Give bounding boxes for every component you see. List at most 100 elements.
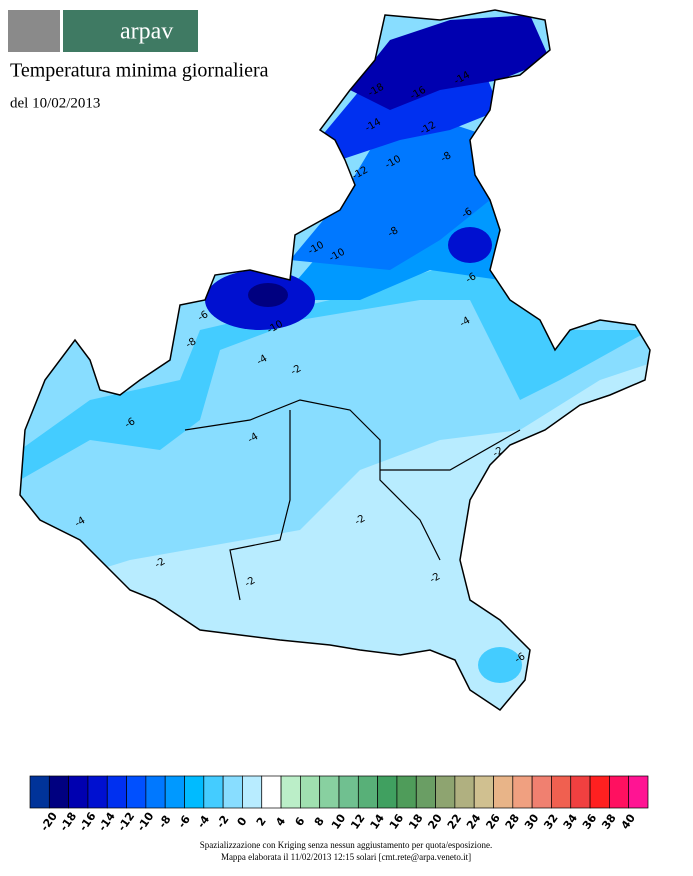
legend-tick-label: -14 [96, 810, 118, 834]
zone [478, 647, 522, 683]
legend-swatch [396, 775, 417, 809]
legend-swatch [164, 775, 185, 809]
contour-label: -6 [460, 206, 474, 221]
legend-swatch [319, 775, 340, 809]
legend-swatch [48, 775, 69, 809]
legend-tick-label: 34 [561, 811, 581, 831]
contour-label: -8 [439, 150, 453, 165]
zone [290, 120, 500, 270]
legend-tick-label: 38 [599, 812, 618, 832]
legend-tick-label: 4 [273, 815, 288, 829]
legend-swatch [357, 775, 378, 809]
contour-label: -2 [153, 556, 167, 571]
legend-tick-label: 20 [425, 811, 445, 831]
contour-label: -2 [289, 363, 303, 378]
logo-box [63, 10, 198, 52]
zone [448, 227, 492, 263]
legend-tick-label: 10 [329, 811, 349, 831]
logo-text: arpav [120, 19, 173, 45]
contour-label: -8 [386, 225, 400, 240]
legend-swatch [29, 775, 50, 809]
map-fill [20, 10, 650, 710]
legend-swatch [435, 775, 456, 809]
subtitle: del 10/02/2013 [10, 95, 100, 111]
legend-tick-label: 2 [254, 815, 269, 829]
title: Temperatura minima giornaliera [10, 60, 269, 82]
legend-swatch [68, 775, 89, 809]
legend-tick-label: 28 [503, 812, 522, 832]
legend-swatch [338, 775, 359, 809]
contour-label: -2 [491, 445, 505, 460]
footer-line: Spazializzazione con Kriging senza nessu… [200, 840, 492, 850]
contour-label: -2 [353, 513, 367, 528]
legend-swatch [300, 775, 321, 809]
legend-swatch [512, 775, 533, 809]
legend-swatch [377, 775, 398, 809]
legend-swatch [203, 775, 224, 809]
legend-swatch [106, 775, 127, 809]
legend-tick-label: 30 [522, 811, 542, 831]
legend-tick-label: -20 [38, 810, 60, 834]
contour-label: -2 [243, 575, 257, 590]
legend-tick-label: -18 [57, 810, 79, 834]
legend-swatch [589, 775, 610, 809]
legend-tick-label: -2 [214, 813, 232, 830]
legend-swatch [242, 775, 263, 809]
legend-tick-label: 16 [387, 811, 407, 831]
legend-tick-label: 40 [619, 811, 639, 831]
legend-tick-label: 6 [292, 815, 307, 829]
legend-tick-label: -6 [175, 813, 193, 831]
legend-tick-label: -4 [195, 813, 213, 831]
legend-swatch [551, 775, 572, 809]
zone [350, 15, 550, 110]
legend-tick-label: 0 [235, 815, 250, 829]
legend-swatch [454, 775, 475, 809]
legend-tick-label: 8 [312, 815, 327, 829]
legend-swatch [570, 775, 591, 809]
contour-label: -6 [196, 309, 210, 324]
legend-swatch [473, 775, 494, 809]
contour-label: -4 [458, 315, 472, 330]
legend-swatch [609, 775, 630, 809]
contour-label: -4 [246, 431, 260, 446]
province-border [380, 429, 521, 471]
legend-swatch [531, 775, 552, 809]
legend-tick-label: 18 [406, 812, 425, 832]
legend-swatch [126, 775, 147, 809]
contour-label: -4 [255, 353, 269, 368]
contour-label: -6 [464, 271, 478, 286]
legend-swatch [280, 775, 301, 809]
legend-tick-label: 22 [445, 812, 464, 832]
contour-label: -6 [513, 651, 527, 666]
legend-swatch [493, 775, 514, 809]
zone [20, 250, 650, 480]
footer-line: Mappa elaborata il 11/02/2013 12:15 sola… [221, 852, 471, 862]
zone [248, 283, 288, 307]
legend-tick-label: -16 [77, 810, 99, 834]
contour-label: -2 [428, 571, 442, 586]
legend-swatch [184, 775, 205, 809]
legend-tick-label: -8 [156, 813, 174, 830]
contour-label: -6 [123, 416, 137, 431]
legend-tick-label: 14 [367, 811, 387, 831]
legend-tick-label: 32 [541, 812, 560, 832]
legend-tick-label: 26 [483, 811, 503, 831]
legend-swatch [87, 775, 108, 809]
legend-swatch [415, 775, 436, 809]
province-border [229, 410, 291, 601]
contour-label: -4 [73, 515, 87, 530]
legend-tick-label: 36 [580, 811, 600, 831]
contour-label: -8 [184, 336, 198, 351]
legend-swatch [145, 775, 166, 809]
legend-swatch [628, 775, 649, 809]
logo-lion [8, 10, 60, 52]
legend-swatch [261, 775, 282, 809]
legend-tick-label: 24 [464, 811, 484, 831]
province-border [184, 399, 441, 561]
legend-tick-label: -10 [134, 810, 156, 834]
legend-tick-label: 12 [348, 812, 367, 832]
legend-swatch [222, 775, 243, 809]
legend-tick-label: -12 [115, 810, 137, 834]
